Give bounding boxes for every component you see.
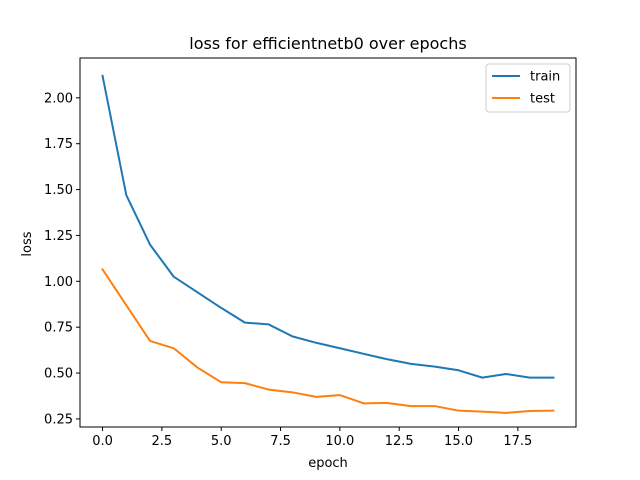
y-tick-label: 0.25 — [44, 412, 73, 427]
series-line-train — [101, 74, 555, 379]
legend-label-test: test — [530, 92, 555, 107]
x-tick-label: 12.5 — [385, 434, 414, 449]
legend-label-train: train — [530, 70, 560, 85]
x-axis-label: epoch — [308, 456, 348, 471]
legend: train test — [485, 63, 571, 113]
y-tick-label: 0.50 — [44, 367, 73, 382]
y-tick-label: 0.75 — [44, 321, 73, 336]
x-tick-label: 7.5 — [270, 434, 291, 449]
plot-area: 0.0 2.5 5.0 7.5 10.0 12.5 15.0 17.5 0.25 0.50 0.75… — [44, 57, 577, 449]
y-tick-label: 1.50 — [44, 183, 73, 198]
axes-frame — [79, 57, 577, 428]
x-tick-label: 5.0 — [211, 434, 232, 449]
y-tick-label: 1.00 — [44, 275, 73, 290]
y-tick-label: 2.00 — [44, 91, 73, 106]
x-tick-label: 10.0 — [325, 434, 354, 449]
y-tick-label: 1.75 — [44, 137, 73, 152]
x-tick-label: 17.5 — [503, 434, 532, 449]
chart-title: loss for efficientnetb0 over epochs — [189, 34, 466, 53]
y-tick-label: 1.25 — [44, 229, 73, 244]
x-tick-label: 2.5 — [152, 434, 173, 449]
y-axis-label: loss — [20, 231, 35, 256]
x-tick-label: 15.0 — [444, 434, 473, 449]
x-tick-label: 0.0 — [92, 434, 113, 449]
series-line-test — [101, 267, 555, 414]
